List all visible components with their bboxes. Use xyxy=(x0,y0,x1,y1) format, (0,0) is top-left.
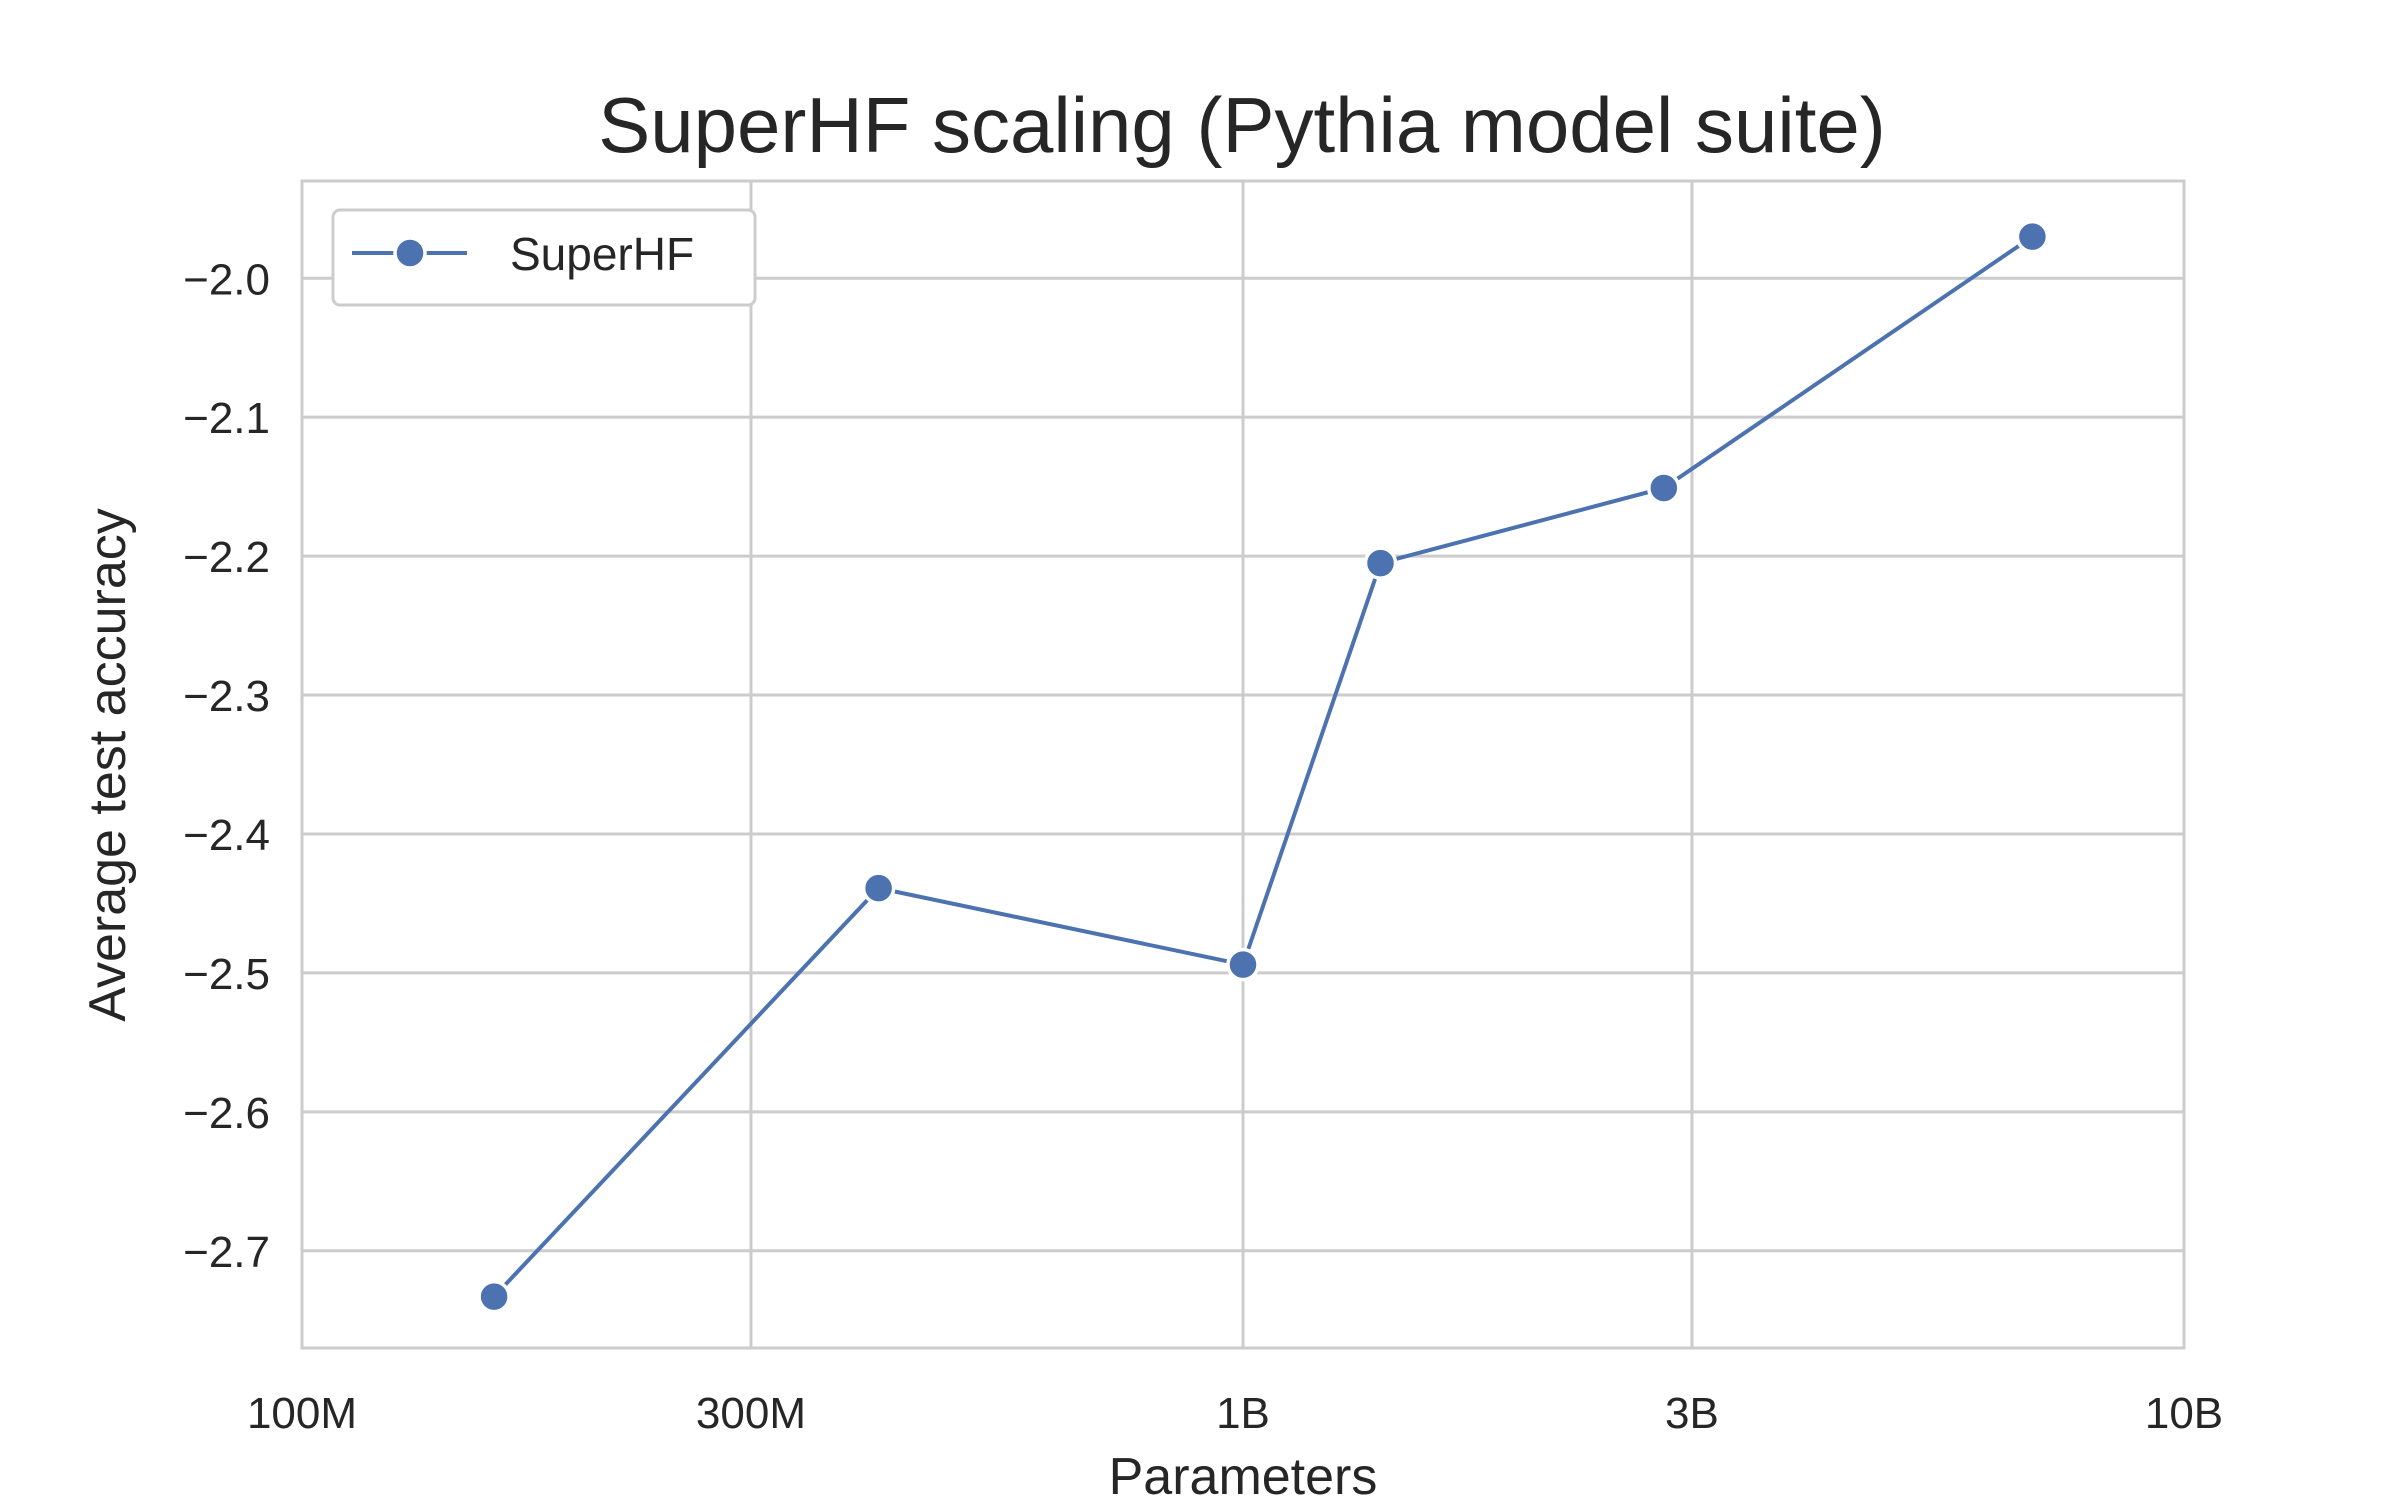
grid-layer xyxy=(300,181,2186,1348)
x-tick-label: 1B xyxy=(1216,1389,1270,1438)
x-tick-label: 300M xyxy=(696,1389,806,1438)
data-point xyxy=(1363,546,1398,580)
data-point xyxy=(861,871,896,905)
data-point xyxy=(2015,219,2050,254)
y-tick-label: −2.6 xyxy=(183,1089,270,1138)
legend-box xyxy=(331,208,757,307)
series-layer xyxy=(477,219,2050,1314)
y-tick-labels: −2.0 −2.1 −2.2 −2.3 −2.4 −2.5 −2.6 −2.7 xyxy=(183,255,270,1277)
data-point xyxy=(477,1279,511,1314)
y-tick-label: −2.5 xyxy=(183,950,270,999)
x-tick-label: 100M xyxy=(247,1389,357,1438)
data-point xyxy=(1647,471,1681,505)
x-tick-label: 3B xyxy=(1665,1389,1719,1438)
y-tick-label: −2.7 xyxy=(183,1228,270,1277)
legend-marker-swatch xyxy=(393,236,427,270)
data-point xyxy=(1226,947,1260,982)
y-tick-label: −2.2 xyxy=(183,533,270,582)
y-tick-label: −2.3 xyxy=(183,672,270,721)
x-tick-label: 10B xyxy=(2145,1389,2223,1438)
legend-entry-superhf: SuperHF xyxy=(510,228,694,280)
x-axis-label: Parameters xyxy=(1109,1448,1378,1500)
legend: SuperHF xyxy=(331,208,757,307)
x-tick-labels: 100M 300M 1B 3B 10B xyxy=(247,1389,2223,1438)
y-tick-label: −2.4 xyxy=(183,811,270,860)
y-tick-label: −2.0 xyxy=(183,255,270,304)
plot-frame xyxy=(300,179,2186,1350)
chart-title: SuperHF scaling (Pythia model suite) xyxy=(598,81,1886,169)
y-axis-label: Average test accuracy xyxy=(79,508,137,1022)
y-tick-label: −2.1 xyxy=(183,394,270,443)
series-line-superhf xyxy=(492,234,2034,1298)
